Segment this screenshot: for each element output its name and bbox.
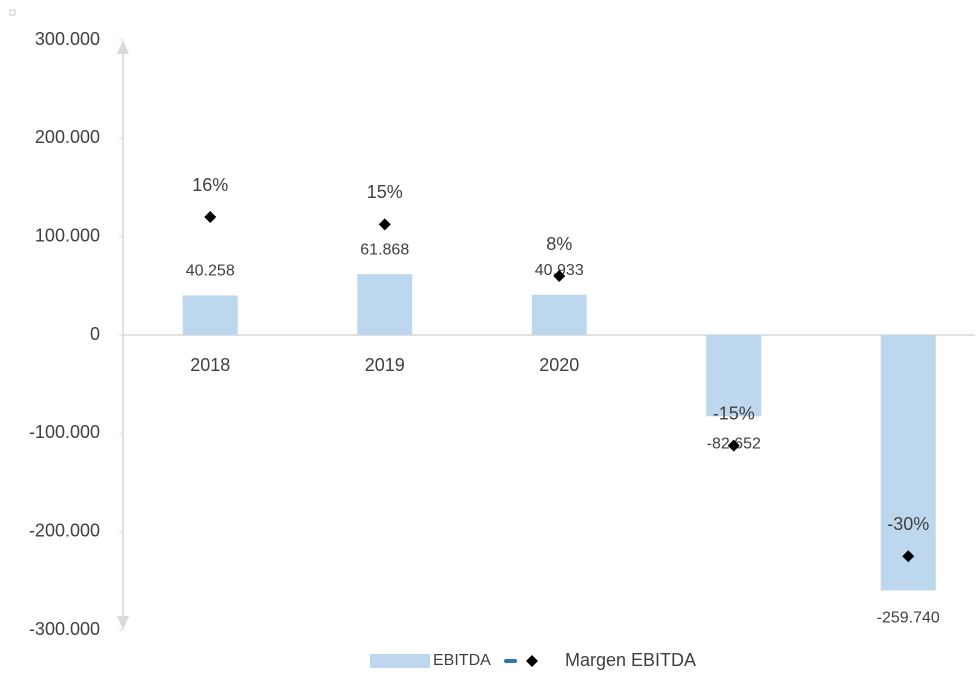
- legend-label: Margen EBITDA: [565, 650, 696, 670]
- bar: [880, 335, 936, 591]
- bar-value-label: 61.868: [360, 241, 409, 258]
- y-tick-label: 300.000: [35, 29, 100, 49]
- bar: [706, 335, 762, 417]
- bar-value-label: -259.740: [877, 610, 940, 627]
- margin-value-label: -30%: [887, 514, 929, 534]
- bar: [182, 295, 238, 335]
- y-tick-label: -200.000: [29, 520, 100, 540]
- corner-handle: [9, 9, 16, 16]
- y-tick-label: 200.000: [35, 127, 100, 147]
- y-tick-label: -300.000: [29, 619, 100, 639]
- margin-marker: [553, 270, 566, 282]
- y-tick-label: 0: [90, 324, 100, 344]
- y-tick-label: -100.000: [29, 422, 100, 442]
- margin-value-label: -15%: [713, 403, 755, 423]
- margin-marker: [204, 211, 217, 223]
- margin-marker: [902, 550, 915, 563]
- legend-swatch: [370, 654, 430, 668]
- margin-value-label: 8%: [546, 234, 572, 254]
- margin-value-label: 16%: [192, 175, 228, 195]
- bar: [531, 294, 587, 335]
- bar: [357, 274, 413, 335]
- margin-marker: [727, 439, 740, 452]
- legend-label: EBITDA: [433, 652, 491, 669]
- y-axis-arrow: [117, 40, 129, 54]
- x-tick-label: 2019: [365, 355, 405, 375]
- margin-value-label: 15%: [367, 182, 403, 202]
- y-axis-arrow: [117, 616, 129, 630]
- x-tick-label: 2018: [190, 355, 230, 375]
- x-tick-label: 2020: [539, 355, 579, 375]
- bar-value-label: 40.258: [186, 263, 235, 280]
- y-tick-label: 100.000: [35, 225, 100, 245]
- legend-marker: [526, 655, 538, 667]
- margin-marker: [378, 218, 391, 231]
